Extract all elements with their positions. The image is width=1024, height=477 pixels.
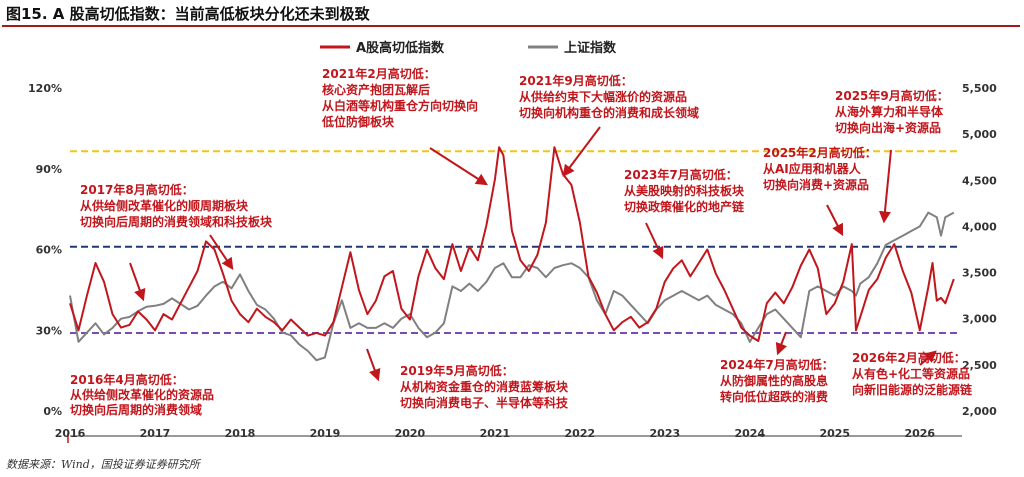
x-tick-label: 2016 [55, 427, 86, 440]
annotation-arrow-9 [878, 149, 892, 224]
annotation-a2017: 2017年8月高切低：从供给侧改革催化的顺周期板块切换向后周期的消费领域和科技板… [80, 182, 273, 229]
annotation-line: 2019年5月高切低： [400, 363, 514, 378]
x-tick-label: 2026 [904, 427, 935, 440]
legend: A股高切低指数 上证指数 [320, 40, 617, 56]
left-y-tick-label: 60% [36, 244, 62, 257]
legend-label-1: A股高切低指数 [356, 40, 445, 56]
annotation-line: 核心资产抱团瓦解后 [322, 82, 430, 97]
annotation-line: 切换向机构重仓的消费和成长领域 [519, 105, 699, 120]
annotation-line: 从供给侧改革催化的顺周期板块 [80, 198, 249, 213]
annotation-arrow-6 [645, 222, 664, 260]
right-y-tick-label: 4,000 [962, 220, 997, 233]
annotation-line: 切换向后周期的消费领域 [70, 402, 202, 417]
annotation-arrow-7 [775, 331, 788, 356]
left-y-tick-label: 120% [28, 82, 62, 95]
annotation-line: 切换向消费电子、半导体等科技 [400, 395, 569, 410]
x-tick-label: 2018 [225, 427, 256, 440]
annotation-line: 2026年2月高切低： [852, 350, 966, 365]
annotation-line: 2021年9月高切低： [519, 73, 633, 88]
x-tick-label: 2023 [650, 427, 681, 440]
right-y-tick-label: 5,000 [962, 128, 997, 141]
annotation-line: 向新旧能源的泛能源链 [852, 382, 973, 397]
x-tick-label: 2024 [734, 427, 765, 440]
annotation-line: 切换向出海+资源品 [835, 120, 941, 135]
x-tick-label: 2020 [395, 427, 426, 440]
annotation-line: 转向低位超跌的消费 [720, 389, 828, 404]
annotation-arrow-10 [919, 350, 937, 366]
annotation-arrow-2 [209, 234, 234, 270]
legend-label-2: 上证指数 [564, 40, 617, 56]
left-y-tick-label: 0% [43, 405, 62, 418]
right-y-tick-label: 3,000 [962, 313, 997, 326]
figure-title: 图15. A 股高切低指数：当前高低板块分化还未到极致 [6, 5, 370, 23]
annotation-arrow-1 [129, 262, 146, 302]
annotation-line: 从防御属性的高股息 [720, 373, 828, 388]
annotation-line: 2025年2月高切低： [763, 145, 877, 160]
annotation-arrows [129, 126, 937, 382]
annotation-line: 2017年8月高切低： [80, 182, 194, 197]
annotation-arrow-3 [366, 348, 381, 382]
annotation-line: 切换政策催化的地产链 [624, 199, 745, 214]
right-y-tick-label: 3,500 [962, 267, 997, 280]
annotation-line: 从供给侧改革催化的资源品 [70, 387, 214, 402]
series-line-high-low-index [69, 146, 955, 342]
annotation-arrow-5 [562, 126, 601, 177]
x-tick-label: 2021 [480, 427, 511, 440]
annotation-arrow-8 [826, 204, 844, 237]
chart: 2016 2017 2018 2019 2020 2021 2022 2023 2024 2025… [28, 40, 997, 443]
axes: 2016 2017 2018 2019 2020 2021 2022 2023 2024 2025… [28, 82, 997, 443]
annotation-line: 切换向后周期的消费领域和科技板块 [80, 214, 273, 229]
annotation-line: 2025年9月高切低： [835, 88, 949, 103]
title-rule [2, 25, 1020, 27]
x-tick-label: 2022 [565, 427, 596, 440]
annotation-line: 从美股映射的科技板块 [624, 183, 745, 198]
source-note: 数据来源：Wind，国投证券证券研究所 [6, 458, 200, 471]
right-y-tick-label: 2,000 [962, 405, 997, 418]
right-y-tick-label: 4,500 [962, 174, 997, 187]
annotation-line: 从机构资金重仓的消费蓝筹板块 [400, 379, 569, 394]
annotation-line: 切换向消费+资源品 [763, 177, 869, 192]
annotation-line: 2021年2月高切低： [322, 66, 436, 81]
annotation-line: 2016年4月高切低： [70, 372, 184, 387]
left-y-tick-label: 30% [36, 324, 62, 337]
annotation-line: 2024年7月高切低： [720, 357, 834, 372]
series-layer [69, 146, 955, 362]
annotation-line: 从有色+化工等资源品 [852, 366, 970, 381]
x-tick-label: 2017 [140, 427, 171, 440]
annotation-line: 从AI应用和机器人 [763, 161, 862, 176]
annotation-line: 2023年7月高切低： [624, 167, 738, 182]
annotation-line: 从供给约束下大幅涨价的资源品 [519, 89, 687, 104]
x-tick-label: 2025 [819, 427, 850, 440]
left-y-tick-label: 90% [36, 163, 62, 176]
annotation-line: 从海外算力和半导体 [835, 104, 944, 119]
x-tick-label: 2019 [310, 427, 341, 440]
annotation-line: 低位防御板块 [321, 114, 395, 129]
annotation-arrow-4 [429, 147, 489, 186]
right-y-tick-label: 5,500 [962, 82, 997, 95]
right-y-tick-label: 2,500 [962, 359, 997, 372]
annotation-line: 从白酒等机构重仓方向切换向 [322, 98, 478, 113]
